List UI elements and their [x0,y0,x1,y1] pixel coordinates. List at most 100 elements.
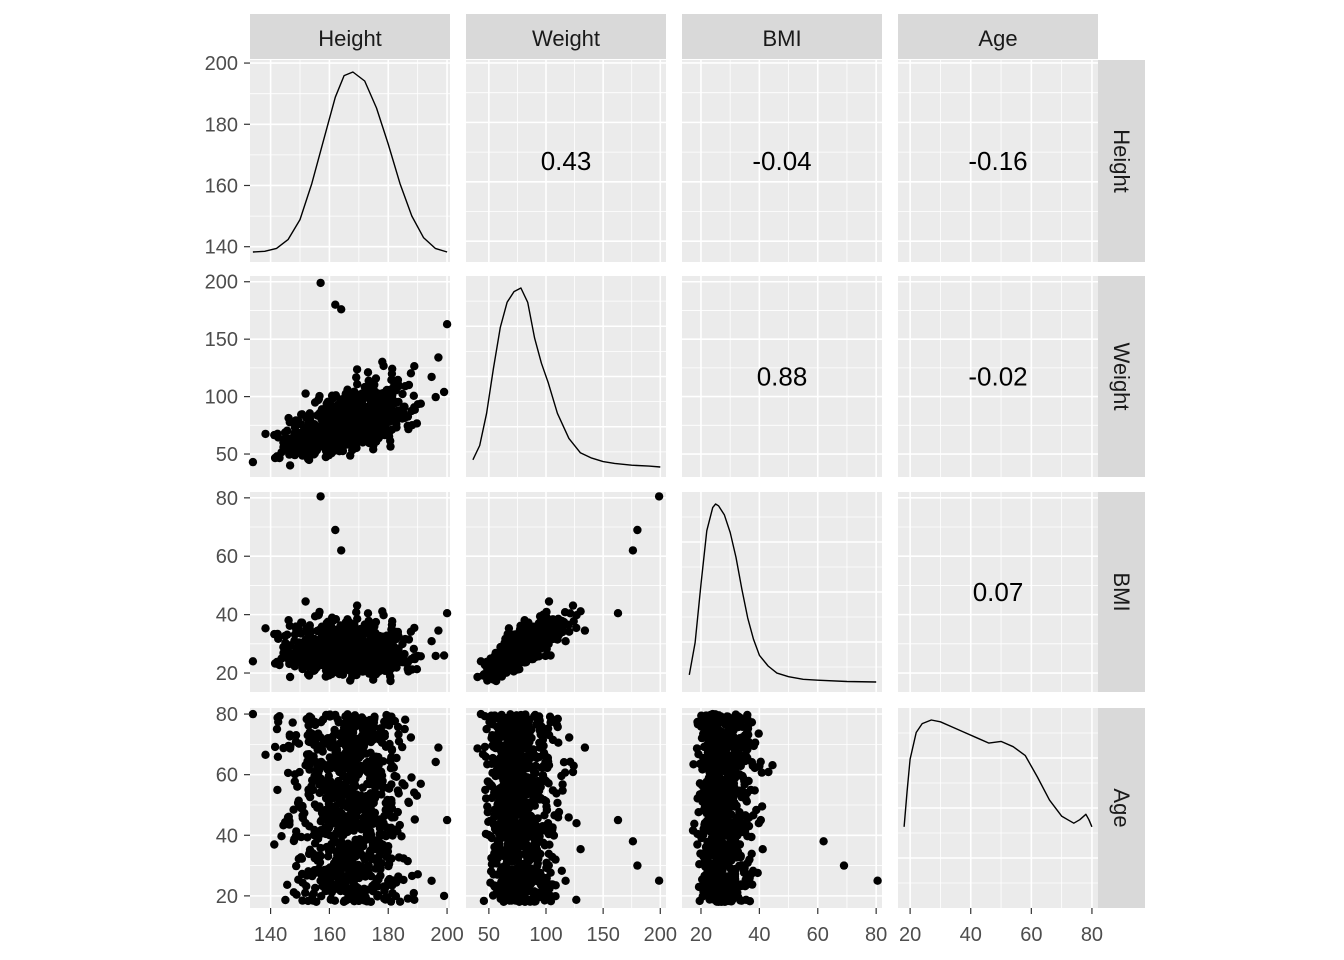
scatter-point [378,357,387,366]
panel-background [682,276,882,477]
panel-weight-age: -0.02 [898,276,1098,477]
scatter-point [349,622,359,631]
scatter-point [301,389,310,398]
scatter-point [274,634,283,643]
scatter-point [349,411,358,420]
scatter-point [525,886,535,895]
scatter-point [365,649,375,659]
scatter-point [407,773,416,782]
scatter-point [337,546,346,555]
scatter-point [321,666,331,675]
scatter-point [431,392,440,402]
scatter-point [539,761,548,771]
scatter-point [403,658,413,667]
scatter-point [530,801,539,810]
panel-bmi-weight [466,492,666,692]
scatter-point [332,658,341,667]
scatter-point [514,651,524,660]
scatter-point [383,795,392,805]
scatter-point [500,878,509,888]
scatter-point [359,419,368,428]
scatter-point [318,631,327,640]
scatter-point [394,853,404,862]
scatter-point [290,777,299,786]
panel-grid [466,276,666,477]
corr-label-height-bmi: -0.04 [752,146,811,176]
corr-label-bmi-age: 0.07 [973,577,1024,607]
scatter-point [442,320,452,329]
scatter-point [248,657,258,666]
panels-layer: 0.43 -0.04 -0.160.88 -0.020.07 [248,60,1098,908]
scatter-point [536,730,545,739]
scatter-point [409,391,418,400]
scatter-point [535,743,545,752]
panel-height-age: -0.16 [898,60,1098,262]
scatter-point [340,413,350,423]
scatter-point [369,881,378,890]
scatter-point [393,807,402,817]
scatter-point [380,811,389,821]
scatter-point [376,871,385,880]
scatter-points-age-height [248,709,452,906]
scatter-point [315,802,324,811]
scatter-point [304,447,313,456]
panel-bmi-age: 0.07 [898,492,1098,692]
scatter-point [559,758,569,767]
scatter-point [314,829,323,839]
scatter-point [350,403,359,412]
scatter-point [376,831,385,840]
scatter-point [539,610,548,619]
scatter-point [322,622,331,631]
scatter-point [304,721,313,730]
scatter-point [489,819,498,828]
scatter-point [292,861,301,871]
scatter-point [270,840,279,849]
panel-grid [682,60,882,262]
scatter-point [308,849,318,858]
scatter-point [305,822,314,831]
scatter-point [536,849,545,859]
scatter-point [314,394,323,404]
scatter-point [280,818,290,827]
scatter-point [305,412,314,421]
density-line-weight [472,287,661,468]
scatter-point [395,654,404,663]
scatter-point [572,895,581,904]
panel-bmi-height [248,492,452,692]
scatter-point [351,837,360,847]
scatter-point [323,765,332,774]
scatter-point [481,672,491,681]
scatter-point [367,717,376,726]
scatter-point [509,756,518,765]
scatter-point [546,651,555,660]
scatter-point [305,728,314,737]
scatter-point [394,730,403,739]
scatter-point [546,891,555,901]
scatter-point [369,675,378,684]
scatter-point [364,861,373,870]
scatter-point [340,640,350,649]
scatter-point [351,425,360,434]
scatter-point [403,856,412,866]
scatter-point [580,626,590,635]
scatter-point [283,880,292,889]
scatter-point [349,877,358,886]
scatter-point [546,718,555,727]
scatter-point [325,886,334,895]
scatter-point [370,622,379,631]
panel-background [898,276,1098,477]
scatter-point [305,756,314,766]
scatter-point [512,781,521,790]
scatter-point [324,771,333,781]
scatter-point [510,657,519,666]
scatter-point [387,620,397,629]
scatter-point [565,733,574,742]
scatter-point [538,890,547,900]
scatter-point [289,805,298,814]
scatter-point [376,839,386,848]
scatter-point [372,420,382,430]
scatter-point [340,755,350,764]
scatter-point [359,841,368,851]
scatter-point [403,412,413,421]
scatter-point [523,718,532,727]
